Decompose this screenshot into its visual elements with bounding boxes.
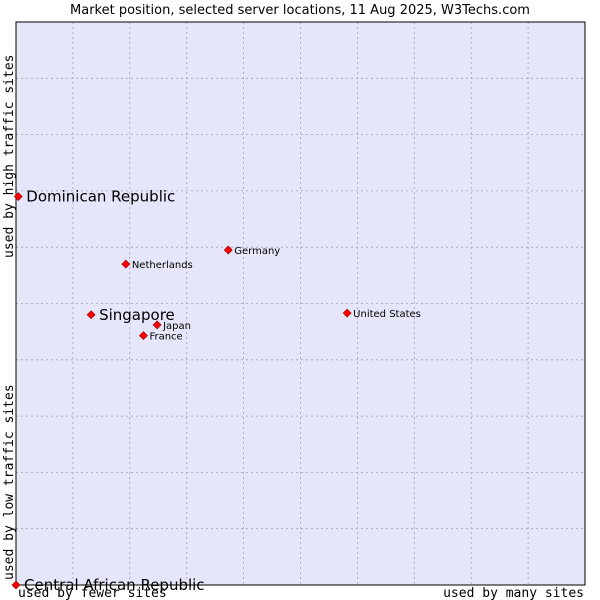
chart-title: Market position, selected server locatio… (70, 3, 530, 18)
point-marker (152, 320, 162, 330)
point-marker (342, 308, 352, 318)
point-marker (223, 245, 233, 255)
point-marker (86, 310, 96, 320)
point-marker (139, 331, 148, 341)
data-point-central-african-republic: Central African Republic (11, 576, 205, 594)
data-point-netherlands: Netherlands (121, 259, 193, 271)
y-axis-label-top: used by high traffic sites (2, 55, 17, 259)
data-points: Dominican Republic Germany Netherlands Sing… (11, 188, 421, 594)
y-axis-label-bottom: used by low traffic sites (2, 384, 17, 580)
point-label: Germany (234, 246, 280, 257)
data-point-germany: Germany (223, 245, 280, 257)
point-label: United States (353, 309, 421, 320)
data-point-singapore: Singapore (86, 306, 175, 324)
point-marker (13, 192, 23, 201)
point-label: Japan (162, 321, 191, 332)
grid-lines (16, 22, 585, 585)
point-marker (121, 259, 131, 269)
point-label: Dominican Republic (26, 188, 175, 206)
x-axis-label-left: used by fewer sites (18, 586, 167, 600)
point-marker (11, 580, 21, 590)
x-axis-label-right: used by many sites (443, 586, 584, 600)
data-point-dominican-republic: Dominican Republic (13, 188, 175, 206)
point-label: Singapore (99, 306, 175, 324)
point-label: Central African Republic (24, 576, 205, 594)
data-point-france: France (139, 331, 183, 343)
point-label: France (149, 332, 182, 343)
data-point-japan: Japan (152, 320, 191, 332)
plot-border (15, 21, 586, 586)
point-label: Netherlands (132, 260, 193, 271)
data-point-united-states: United States (342, 308, 421, 320)
